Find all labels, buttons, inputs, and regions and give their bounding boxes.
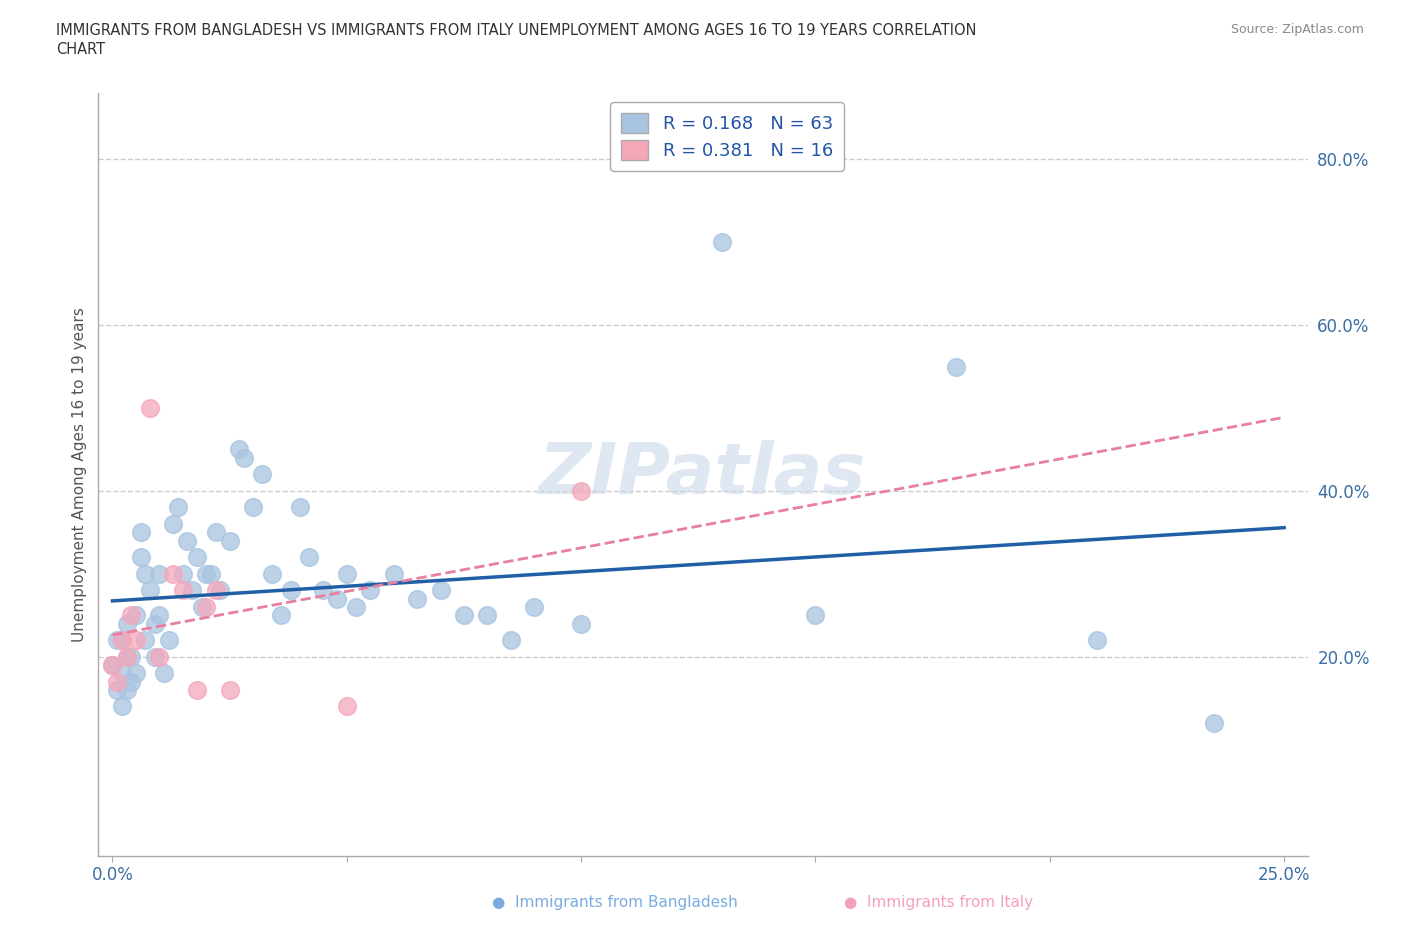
Point <box>101 658 124 672</box>
Point <box>134 632 156 647</box>
Point <box>298 550 321 565</box>
Point <box>157 632 180 647</box>
Point <box>523 600 546 615</box>
Point <box>288 500 311 515</box>
Point <box>344 600 367 615</box>
Point <box>186 683 208 698</box>
Point <box>139 583 162 598</box>
Point <box>167 500 190 515</box>
Point <box>129 550 152 565</box>
Point <box>105 683 128 698</box>
Point <box>111 699 134 714</box>
Point <box>218 533 240 548</box>
Point <box>429 583 451 598</box>
Point <box>242 500 264 515</box>
Point <box>162 566 184 581</box>
Point <box>115 683 138 698</box>
Legend: R = 0.168   N = 63, R = 0.381   N = 16: R = 0.168 N = 63, R = 0.381 N = 16 <box>610 102 844 171</box>
Point <box>195 600 218 615</box>
Point <box>134 566 156 581</box>
Point <box>115 649 138 664</box>
Point <box>125 666 148 681</box>
Point <box>101 658 124 672</box>
Point <box>218 683 240 698</box>
Point <box>143 649 166 664</box>
Point <box>115 616 138 631</box>
Text: ZIPatlas: ZIPatlas <box>540 440 866 509</box>
Point <box>190 600 212 615</box>
Point <box>804 608 827 623</box>
Point <box>477 608 499 623</box>
Point <box>252 467 274 482</box>
Point <box>204 583 226 598</box>
Text: Source: ZipAtlas.com: Source: ZipAtlas.com <box>1230 23 1364 36</box>
Point <box>945 359 967 374</box>
Point <box>172 583 194 598</box>
Point <box>453 608 475 623</box>
Point <box>125 632 148 647</box>
Point <box>195 566 218 581</box>
Point <box>186 550 208 565</box>
Text: ●  Immigrants from Bangladesh: ● Immigrants from Bangladesh <box>492 895 738 910</box>
Point <box>120 649 142 664</box>
Point <box>115 649 138 664</box>
Point <box>143 616 166 631</box>
Point <box>326 591 349 606</box>
Text: ●  Immigrants from Italy: ● Immigrants from Italy <box>844 895 1033 910</box>
Point <box>105 632 128 647</box>
Point <box>406 591 429 606</box>
Point <box>336 699 359 714</box>
Point <box>120 608 142 623</box>
Point <box>280 583 302 598</box>
Point <box>359 583 381 598</box>
Point <box>148 608 170 623</box>
Point <box>125 608 148 623</box>
Point <box>176 533 198 548</box>
Point <box>153 666 176 681</box>
Point <box>172 566 194 581</box>
Point <box>111 632 134 647</box>
Point <box>336 566 359 581</box>
Point <box>232 450 254 465</box>
Point <box>139 401 162 416</box>
Point <box>111 666 134 681</box>
Point <box>148 566 170 581</box>
Point <box>204 525 226 539</box>
Point <box>148 649 170 664</box>
Point <box>111 632 134 647</box>
Point <box>1202 715 1225 730</box>
Point <box>499 632 522 647</box>
Point <box>209 583 232 598</box>
Point <box>162 516 184 531</box>
Point <box>260 566 283 581</box>
Point <box>569 484 592 498</box>
Point <box>105 674 128 689</box>
Point <box>200 566 222 581</box>
Text: IMMIGRANTS FROM BANGLADESH VS IMMIGRANTS FROM ITALY UNEMPLOYMENT AMONG AGES 16 T: IMMIGRANTS FROM BANGLADESH VS IMMIGRANTS… <box>56 23 977 38</box>
Point <box>1085 632 1108 647</box>
Point <box>120 674 142 689</box>
Point <box>710 234 733 249</box>
Point <box>228 442 250 457</box>
Point <box>129 525 152 539</box>
Point <box>569 616 592 631</box>
Point <box>270 608 292 623</box>
Point <box>181 583 204 598</box>
Y-axis label: Unemployment Among Ages 16 to 19 years: Unemployment Among Ages 16 to 19 years <box>72 307 87 642</box>
Text: CHART: CHART <box>56 42 105 57</box>
Point <box>312 583 335 598</box>
Point <box>382 566 405 581</box>
